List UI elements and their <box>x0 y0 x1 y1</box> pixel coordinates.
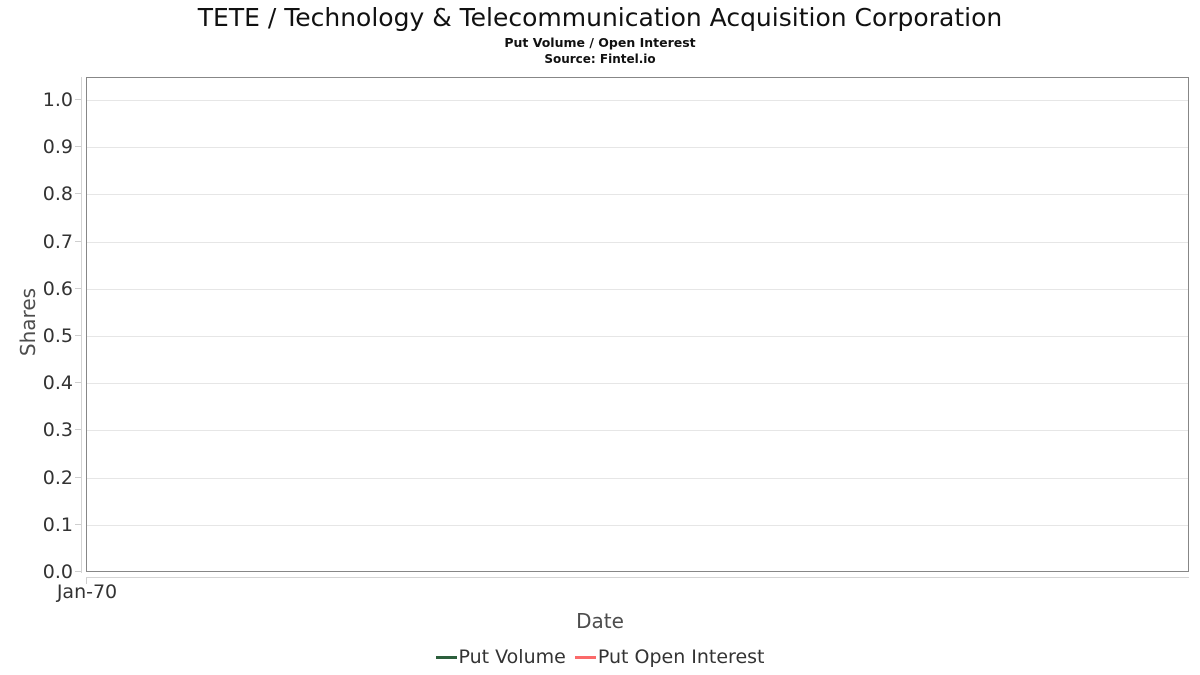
plot-area <box>86 77 1189 572</box>
y-gridline <box>87 194 1188 196</box>
y-gridline <box>87 288 1188 290</box>
x-axis-tick <box>86 578 87 584</box>
y-tick-label: 0.9 <box>42 136 73 159</box>
legend-line-swatch <box>435 655 457 659</box>
y-gridline <box>87 336 1188 337</box>
y-tick-label: 0.1 <box>42 513 73 536</box>
legend-item-put-volume[interactable]: Put Volume <box>435 646 566 668</box>
y-tick-label: 0.0 <box>42 561 73 583</box>
y-tick-label: 0.2 <box>42 466 73 489</box>
legend-line-swatch <box>574 655 596 659</box>
y-gridline <box>87 241 1188 243</box>
legend: Put Volume Put Open Interest <box>0 646 1200 668</box>
y-gridline <box>87 147 1188 149</box>
x-axis-title: Date <box>576 609 624 633</box>
y-gridline <box>87 430 1188 432</box>
y-gridline <box>87 477 1188 479</box>
legend-label: Put Volume <box>458 646 566 668</box>
y-gridline <box>87 383 1188 385</box>
y-tick-label: 1.0 <box>42 89 73 111</box>
x-axis-line <box>86 577 1189 578</box>
y-axis-title: Shares <box>16 287 40 357</box>
chart-subtitle: Put Volume / Open Interest <box>504 35 696 50</box>
chart-source: Source: Fintel.io <box>544 52 656 66</box>
y-tick-label: 0.8 <box>42 183 73 206</box>
chart-title: TETE / Technology & Telecommunication Ac… <box>197 3 1003 32</box>
legend-label: Put Open Interest <box>597 646 765 668</box>
x-tick-label: Jan-70 <box>56 581 118 603</box>
y-tick-label: 0.7 <box>42 230 73 253</box>
legend-item-put-open-interest[interactable]: Put Open Interest <box>574 646 765 668</box>
y-gridline <box>87 100 1188 101</box>
y-gridline <box>87 524 1188 526</box>
y-tick-label: 0.4 <box>42 372 73 395</box>
y-axis-line <box>81 77 82 573</box>
y-tick-label: 0.3 <box>42 419 73 442</box>
